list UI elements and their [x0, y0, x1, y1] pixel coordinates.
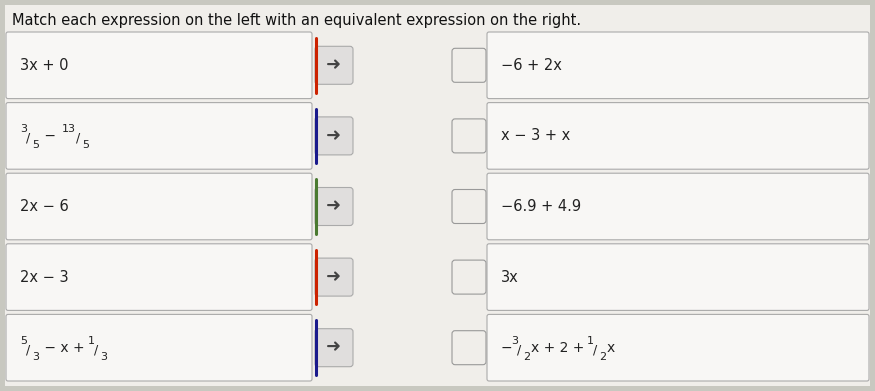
Text: ➜: ➜: [326, 127, 341, 145]
Text: 2: 2: [523, 352, 530, 362]
FancyBboxPatch shape: [487, 314, 869, 381]
FancyBboxPatch shape: [315, 117, 353, 155]
FancyBboxPatch shape: [6, 173, 312, 240]
Text: /: /: [94, 343, 98, 356]
Text: Match each expression on the left with an equivalent expression on the right.: Match each expression on the left with a…: [12, 13, 581, 28]
FancyBboxPatch shape: [6, 314, 312, 381]
Text: 2: 2: [599, 352, 606, 362]
Text: 3: 3: [20, 124, 27, 134]
FancyBboxPatch shape: [6, 102, 312, 169]
FancyBboxPatch shape: [487, 244, 869, 310]
Text: 3: 3: [100, 352, 107, 362]
Text: −6.9 + 4.9: −6.9 + 4.9: [501, 199, 581, 214]
FancyBboxPatch shape: [5, 5, 870, 386]
Text: x + 2 +: x + 2 +: [531, 341, 589, 355]
Text: /: /: [26, 131, 31, 144]
Text: /: /: [76, 131, 80, 144]
FancyBboxPatch shape: [452, 260, 486, 294]
Text: /: /: [517, 343, 522, 356]
FancyBboxPatch shape: [315, 329, 353, 367]
Text: ➜: ➜: [326, 197, 341, 215]
Text: −: −: [40, 129, 60, 143]
Text: 2x − 3: 2x − 3: [20, 270, 68, 285]
Text: 3: 3: [32, 352, 39, 362]
Text: 3x: 3x: [501, 270, 519, 285]
Text: 5: 5: [20, 336, 27, 346]
Text: 5: 5: [32, 140, 39, 150]
Text: −6 + 2x: −6 + 2x: [501, 58, 562, 73]
Text: ➜: ➜: [326, 56, 341, 74]
FancyBboxPatch shape: [315, 188, 353, 226]
FancyBboxPatch shape: [6, 32, 312, 99]
Text: 2x − 6: 2x − 6: [20, 199, 69, 214]
FancyBboxPatch shape: [315, 46, 353, 84]
FancyBboxPatch shape: [487, 173, 869, 240]
FancyBboxPatch shape: [452, 48, 486, 82]
Text: 3: 3: [511, 336, 518, 346]
FancyBboxPatch shape: [487, 32, 869, 99]
FancyBboxPatch shape: [315, 258, 353, 296]
Text: −: −: [501, 341, 513, 355]
Text: 5: 5: [82, 140, 89, 150]
Text: ➜: ➜: [326, 339, 341, 357]
Text: − x +: − x +: [40, 341, 89, 355]
Text: /: /: [26, 343, 31, 356]
Text: 13: 13: [62, 124, 76, 134]
FancyBboxPatch shape: [452, 190, 486, 224]
Text: x: x: [607, 341, 615, 355]
Text: 1: 1: [88, 336, 95, 346]
FancyBboxPatch shape: [6, 244, 312, 310]
FancyBboxPatch shape: [452, 331, 486, 365]
Text: x − 3 + x: x − 3 + x: [501, 128, 570, 143]
Text: ➜: ➜: [326, 268, 341, 286]
Text: /: /: [593, 343, 598, 356]
FancyBboxPatch shape: [487, 102, 869, 169]
Text: 1: 1: [587, 336, 594, 346]
FancyBboxPatch shape: [452, 119, 486, 153]
Text: 3x + 0: 3x + 0: [20, 58, 68, 73]
